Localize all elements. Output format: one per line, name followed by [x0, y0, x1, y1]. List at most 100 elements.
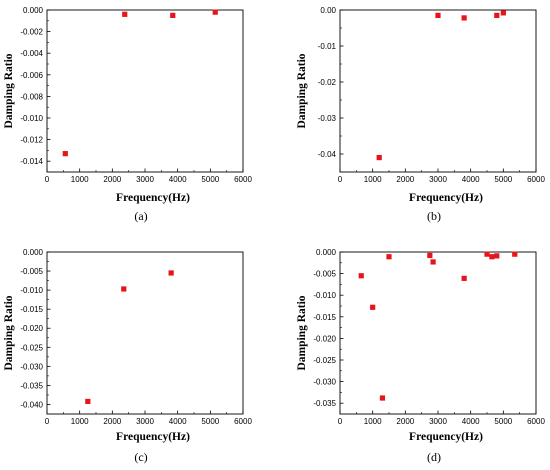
data-point	[427, 252, 433, 259]
y-tick-label: -0.008	[20, 92, 43, 101]
y-tick-label: -0.005	[313, 270, 336, 279]
x-axis-title: Frequency(Hz)	[409, 431, 483, 443]
x-tick-label: 1000	[71, 417, 89, 426]
x-tick-label: 6000	[527, 417, 545, 426]
data-point	[212, 9, 218, 15]
data-point	[379, 395, 386, 401]
data-point	[370, 304, 376, 310]
data-point	[461, 15, 467, 21]
x-tick-label: 0	[338, 417, 343, 426]
x-tick-label: 3000	[136, 175, 154, 184]
plot-frame	[339, 251, 537, 415]
data-point	[85, 398, 91, 405]
data-point	[489, 254, 495, 260]
x-tick-label: 6000	[234, 417, 252, 426]
y-tick-label: -0.010	[20, 286, 43, 295]
y-tick-label: -0.015	[313, 313, 336, 322]
y-tick-label: -0.035	[20, 381, 43, 390]
y-tick-label: -0.01	[318, 42, 337, 51]
y-tick-label: -0.002	[20, 28, 43, 37]
plot-frame	[46, 9, 244, 173]
y-tick-label: -0.025	[313, 356, 336, 365]
x-tick-label: 3000	[429, 175, 447, 184]
panel-label: (d)	[427, 450, 441, 464]
data-point	[484, 251, 490, 257]
x-axis-title: Frequency(Hz)	[116, 431, 190, 443]
data-point	[62, 151, 68, 157]
x-axis-title: Frequency(Hz)	[116, 192, 190, 204]
chart-panel-d: 0 1000 2000 3000 4000 5000 6000 0.000 -0.005 -0.0…	[296, 248, 545, 464]
x-tick-label: 0	[45, 417, 50, 426]
x-tick-label: 4000	[462, 175, 480, 184]
x-tick-label: 4000	[169, 175, 187, 184]
plot-frame	[46, 251, 244, 415]
x-tick-label: 5000	[494, 175, 512, 184]
x-tick-label: 5000	[494, 417, 512, 426]
data-point	[461, 275, 467, 281]
y-tick-label: -0.025	[20, 343, 43, 352]
data-point	[122, 11, 128, 17]
y-tick-label: -0.006	[20, 71, 43, 80]
chart-panel-a: 0 1000 2000 3000 4000 5000 6000 0.000 -0.002 -0.0…	[3, 6, 252, 223]
x-tick-label: 1000	[71, 175, 89, 184]
y-tick-label: -0.010	[20, 114, 43, 123]
x-tick-label: 0	[338, 175, 343, 184]
y-axis-title: Damping Ratio	[3, 295, 15, 370]
y-tick-label: -0.004	[20, 49, 43, 58]
y-axis-title: Damping Ratio	[296, 295, 308, 370]
y-tick-label: -0.02	[318, 78, 337, 87]
y-tick-label: -0.040	[20, 400, 43, 409]
data-point	[494, 12, 500, 18]
x-axis-title: Frequency(Hz)	[409, 192, 483, 204]
x-tick-label: 2000	[103, 175, 121, 184]
y-tick-label: 0.00	[320, 6, 336, 15]
data-point	[435, 12, 441, 18]
y-tick-label: 0.000	[23, 248, 44, 257]
plot-frame	[339, 9, 537, 173]
data-point	[494, 253, 500, 259]
x-tick-label: 5000	[201, 175, 219, 184]
data-point	[386, 254, 392, 260]
chart-panel-c: 0 1000 2000 3000 4000 5000 6000 0.000 -0.005 -0.0…	[3, 248, 252, 464]
y-tick-label: -0.020	[313, 334, 336, 343]
chart-panel-b: 0 1000 2000 3000 4000 5000 6000 0.00 -0.01 -0.02 -…	[296, 6, 545, 223]
x-tick-label: 1000	[364, 417, 382, 426]
y-tick-label: -0.030	[313, 378, 336, 387]
y-tick-label: -0.030	[20, 362, 43, 371]
y-tick-label: -0.005	[20, 267, 43, 276]
y-tick-label: 0.000	[23, 6, 44, 15]
data-point	[512, 251, 518, 257]
y-axis-title: Damping Ratio	[3, 53, 15, 128]
x-tick-label: 6000	[234, 175, 252, 184]
data-point	[358, 273, 364, 279]
data-point	[170, 12, 176, 18]
data-point	[376, 155, 382, 161]
panel-label: (a)	[134, 209, 147, 223]
x-tick-label: 6000	[527, 175, 545, 184]
y-tick-label: 0.000	[316, 248, 337, 257]
y-tick-label: -0.010	[313, 291, 336, 300]
x-tick-label: 1000	[364, 175, 382, 184]
data-point	[121, 286, 127, 292]
y-tick-label: -0.012	[20, 136, 43, 145]
data-point	[430, 259, 436, 265]
x-tick-label: 2000	[396, 417, 414, 426]
x-tick-label: 3000	[136, 417, 154, 426]
y-tick-label: -0.014	[20, 157, 43, 166]
panel-label: (c)	[134, 450, 147, 464]
data-point	[500, 10, 506, 16]
y-tick-label: -0.035	[313, 399, 336, 408]
x-tick-label: 2000	[103, 417, 121, 426]
y-tick-label: -0.03	[318, 114, 337, 123]
y-tick-label: -0.04	[318, 150, 337, 159]
x-tick-label: 4000	[462, 417, 480, 426]
y-tick-label: -0.015	[20, 305, 43, 314]
x-tick-label: 0	[45, 175, 50, 184]
x-tick-label: 5000	[201, 417, 219, 426]
x-tick-label: 3000	[429, 417, 447, 426]
x-tick-label: 4000	[169, 417, 187, 426]
data-point	[168, 270, 174, 276]
y-axis-title: Damping Ratio	[296, 53, 308, 128]
